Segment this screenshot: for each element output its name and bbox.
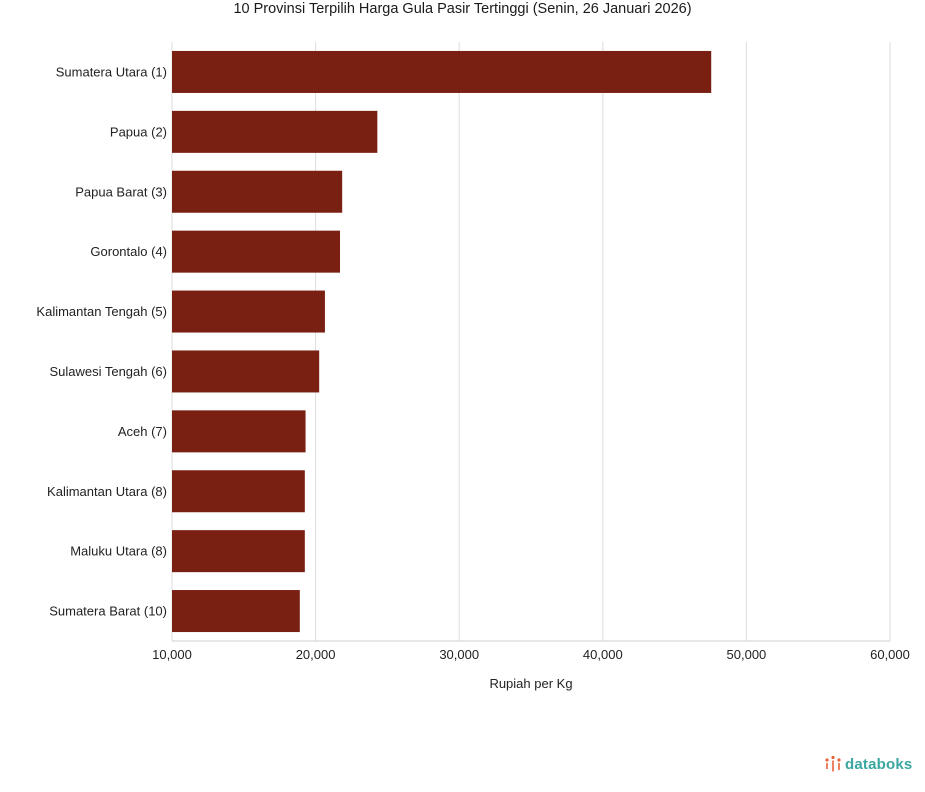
x-axis-tick-labels: 10,000 20,000 30,000 40,000 50,000 60,000 bbox=[152, 647, 910, 662]
bar bbox=[172, 50, 712, 93]
y-tick-label: Kalimantan Tengah (5) bbox=[36, 304, 167, 319]
y-axis-tick-labels: Sumatera Utara (1) Papua (2) Papua Barat (… bbox=[36, 64, 167, 618]
databoks-logo-icon bbox=[825, 755, 841, 772]
bar bbox=[172, 230, 341, 273]
y-tick-label: Maluku Utara (8) bbox=[70, 544, 167, 559]
bar bbox=[172, 530, 305, 573]
brand-name: databoks bbox=[845, 755, 913, 773]
chart-title: 10 Provinsi Terpilih Harga Gula Pasir Te… bbox=[233, 1, 692, 17]
databoks-brand: databoks bbox=[824, 754, 912, 774]
x-tick-label: 50,000 bbox=[727, 647, 767, 662]
bar bbox=[172, 110, 378, 153]
y-tick-label: Sulawesi Tengah (6) bbox=[49, 364, 167, 379]
x-tick-label: 30,000 bbox=[439, 647, 479, 662]
x-tick-label: 40,000 bbox=[583, 647, 623, 662]
bar bbox=[172, 470, 305, 513]
y-tick-label: Aceh (7) bbox=[118, 424, 167, 439]
y-tick-label: Kalimantan Utara (8) bbox=[47, 484, 167, 499]
x-tick-label: 10,000 bbox=[152, 647, 192, 662]
y-tick-label: Papua (2) bbox=[110, 124, 167, 139]
bar bbox=[172, 290, 325, 333]
y-tick-label: Papua Barat (3) bbox=[75, 184, 167, 199]
bar bbox=[172, 350, 320, 393]
bar bbox=[172, 410, 306, 453]
bar bbox=[172, 170, 343, 213]
y-tick-label: Sumatera Barat (10) bbox=[49, 604, 167, 619]
x-axis-label: Rupiah per Kg bbox=[489, 676, 572, 691]
bar bbox=[172, 590, 300, 633]
y-tick-label: Sumatera Utara (1) bbox=[56, 64, 167, 79]
x-tick-label: 20,000 bbox=[296, 647, 336, 662]
y-tick-label: Gorontalo (4) bbox=[90, 244, 167, 259]
x-tick-label: 60,000 bbox=[870, 647, 910, 662]
bars bbox=[172, 50, 712, 633]
